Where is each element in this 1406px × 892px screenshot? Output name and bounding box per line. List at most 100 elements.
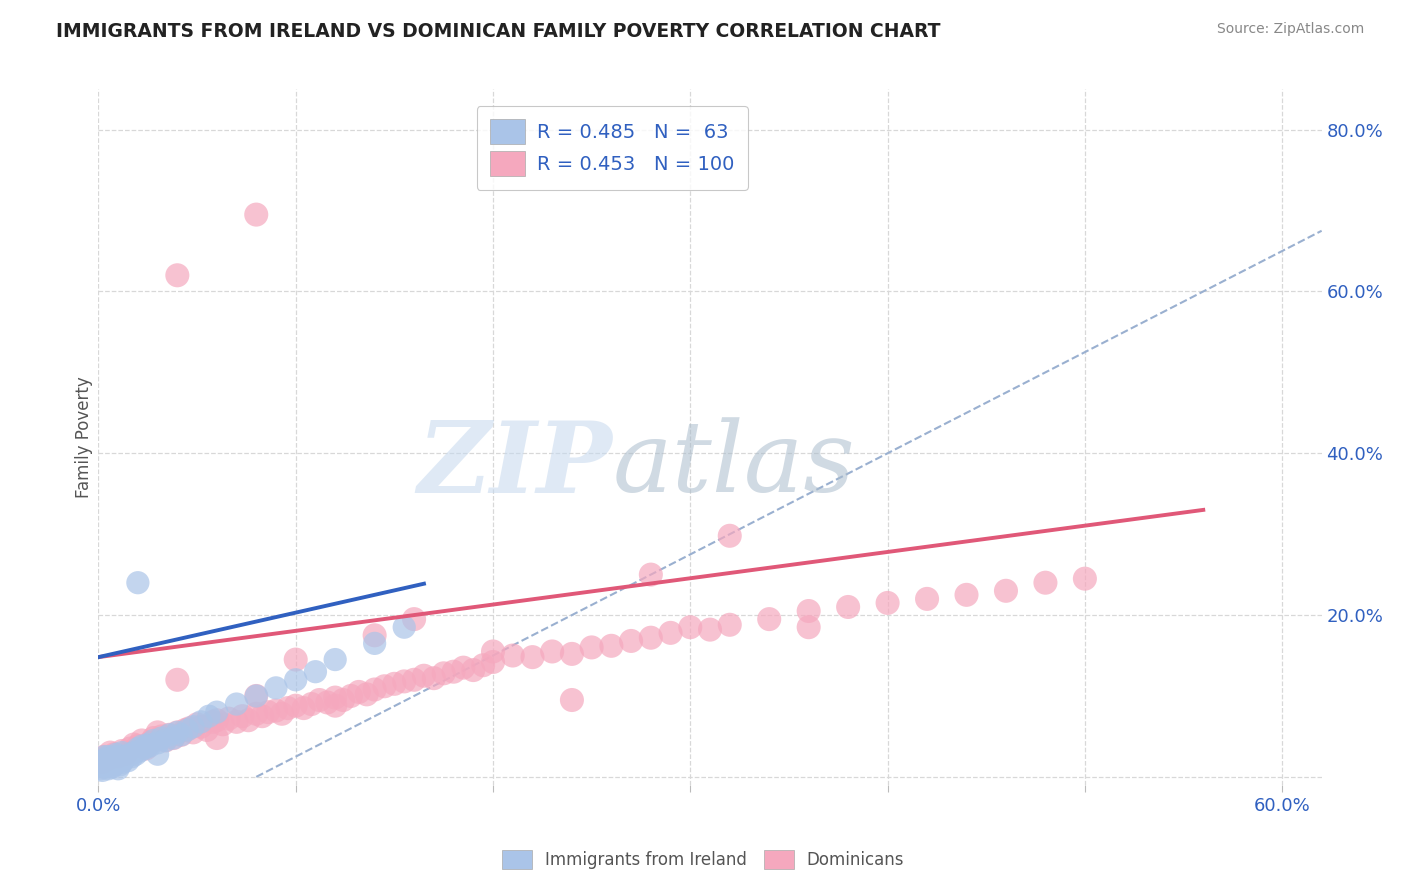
Point: [284, 652, 307, 666]
Point: [89, 754, 111, 768]
Point: [107, 754, 129, 768]
Point: [127, 741, 149, 756]
Point: [176, 723, 198, 737]
Point: [264, 681, 287, 695]
Point: [111, 756, 134, 770]
Point: [323, 690, 346, 705]
Point: [301, 697, 323, 711]
Point: [225, 697, 247, 711]
Point: [98, 746, 121, 760]
Point: [472, 658, 495, 673]
Point: [284, 673, 307, 687]
Point: [142, 733, 165, 747]
Point: [250, 709, 273, 723]
Point: [1035, 575, 1057, 590]
Point: [131, 739, 153, 753]
Point: [93, 756, 115, 770]
Point: [363, 636, 385, 650]
Point: [131, 733, 153, 747]
Text: atlas: atlas: [612, 417, 855, 513]
Point: [332, 693, 354, 707]
Legend: Immigrants from Ireland, Dominicans: Immigrants from Ireland, Dominicans: [492, 840, 914, 880]
Point: [101, 754, 124, 768]
Point: [105, 756, 128, 770]
Point: [103, 749, 125, 764]
Point: [205, 713, 228, 727]
Point: [111, 746, 134, 760]
Point: [323, 652, 346, 666]
Point: [225, 714, 247, 729]
Point: [97, 752, 120, 766]
Point: [443, 665, 465, 679]
Point: [93, 760, 115, 774]
Point: [96, 757, 118, 772]
Point: [522, 650, 544, 665]
Point: [97, 762, 120, 776]
Text: IMMIGRANTS FROM IRELAND VS DOMINICAN FAMILY POVERTY CORRELATION CHART: IMMIGRANTS FROM IRELAND VS DOMINICAN FAM…: [56, 22, 941, 41]
Point: [190, 720, 212, 734]
Point: [640, 567, 662, 582]
Point: [201, 714, 224, 729]
Point: [127, 739, 149, 753]
Point: [93, 749, 115, 764]
Point: [101, 760, 124, 774]
Point: [118, 741, 141, 756]
Point: [797, 604, 820, 618]
Point: [218, 712, 240, 726]
Point: [561, 647, 583, 661]
Point: [91, 756, 114, 770]
Point: [245, 706, 267, 721]
Point: [159, 728, 181, 742]
Point: [107, 762, 129, 776]
Point: [150, 731, 173, 745]
Point: [97, 756, 120, 770]
Point: [284, 698, 307, 713]
Point: [292, 701, 315, 715]
Point: [257, 705, 280, 719]
Point: [758, 612, 780, 626]
Point: [155, 733, 177, 747]
Point: [392, 620, 416, 634]
Point: [146, 747, 169, 762]
Point: [111, 744, 134, 758]
Point: [245, 208, 267, 222]
Point: [142, 731, 165, 745]
Point: [121, 749, 143, 764]
Point: [205, 731, 228, 745]
Point: [640, 631, 662, 645]
Point: [112, 752, 135, 766]
Point: [118, 747, 141, 762]
Point: [174, 723, 197, 737]
Point: [122, 738, 145, 752]
Point: [382, 677, 405, 691]
Point: [166, 673, 188, 687]
Point: [463, 663, 485, 677]
Point: [98, 752, 121, 766]
Point: [581, 640, 603, 655]
Point: [115, 747, 138, 762]
Point: [718, 529, 741, 543]
Point: [994, 583, 1017, 598]
Point: [373, 679, 395, 693]
Point: [179, 722, 201, 736]
Point: [356, 687, 378, 701]
Point: [96, 752, 118, 766]
Point: [97, 749, 120, 764]
Y-axis label: Family Poverty: Family Poverty: [75, 376, 93, 498]
Point: [561, 693, 583, 707]
Point: [98, 757, 121, 772]
Point: [347, 685, 370, 699]
Point: [423, 671, 446, 685]
Point: [122, 746, 145, 760]
Point: [195, 723, 218, 737]
Point: [166, 725, 188, 739]
Point: [105, 747, 128, 762]
Point: [404, 673, 426, 687]
Point: [89, 757, 111, 772]
Point: [482, 644, 505, 658]
Point: [837, 599, 859, 614]
Point: [238, 713, 260, 727]
Point: [91, 764, 114, 778]
Point: [955, 588, 977, 602]
Point: [181, 725, 204, 739]
